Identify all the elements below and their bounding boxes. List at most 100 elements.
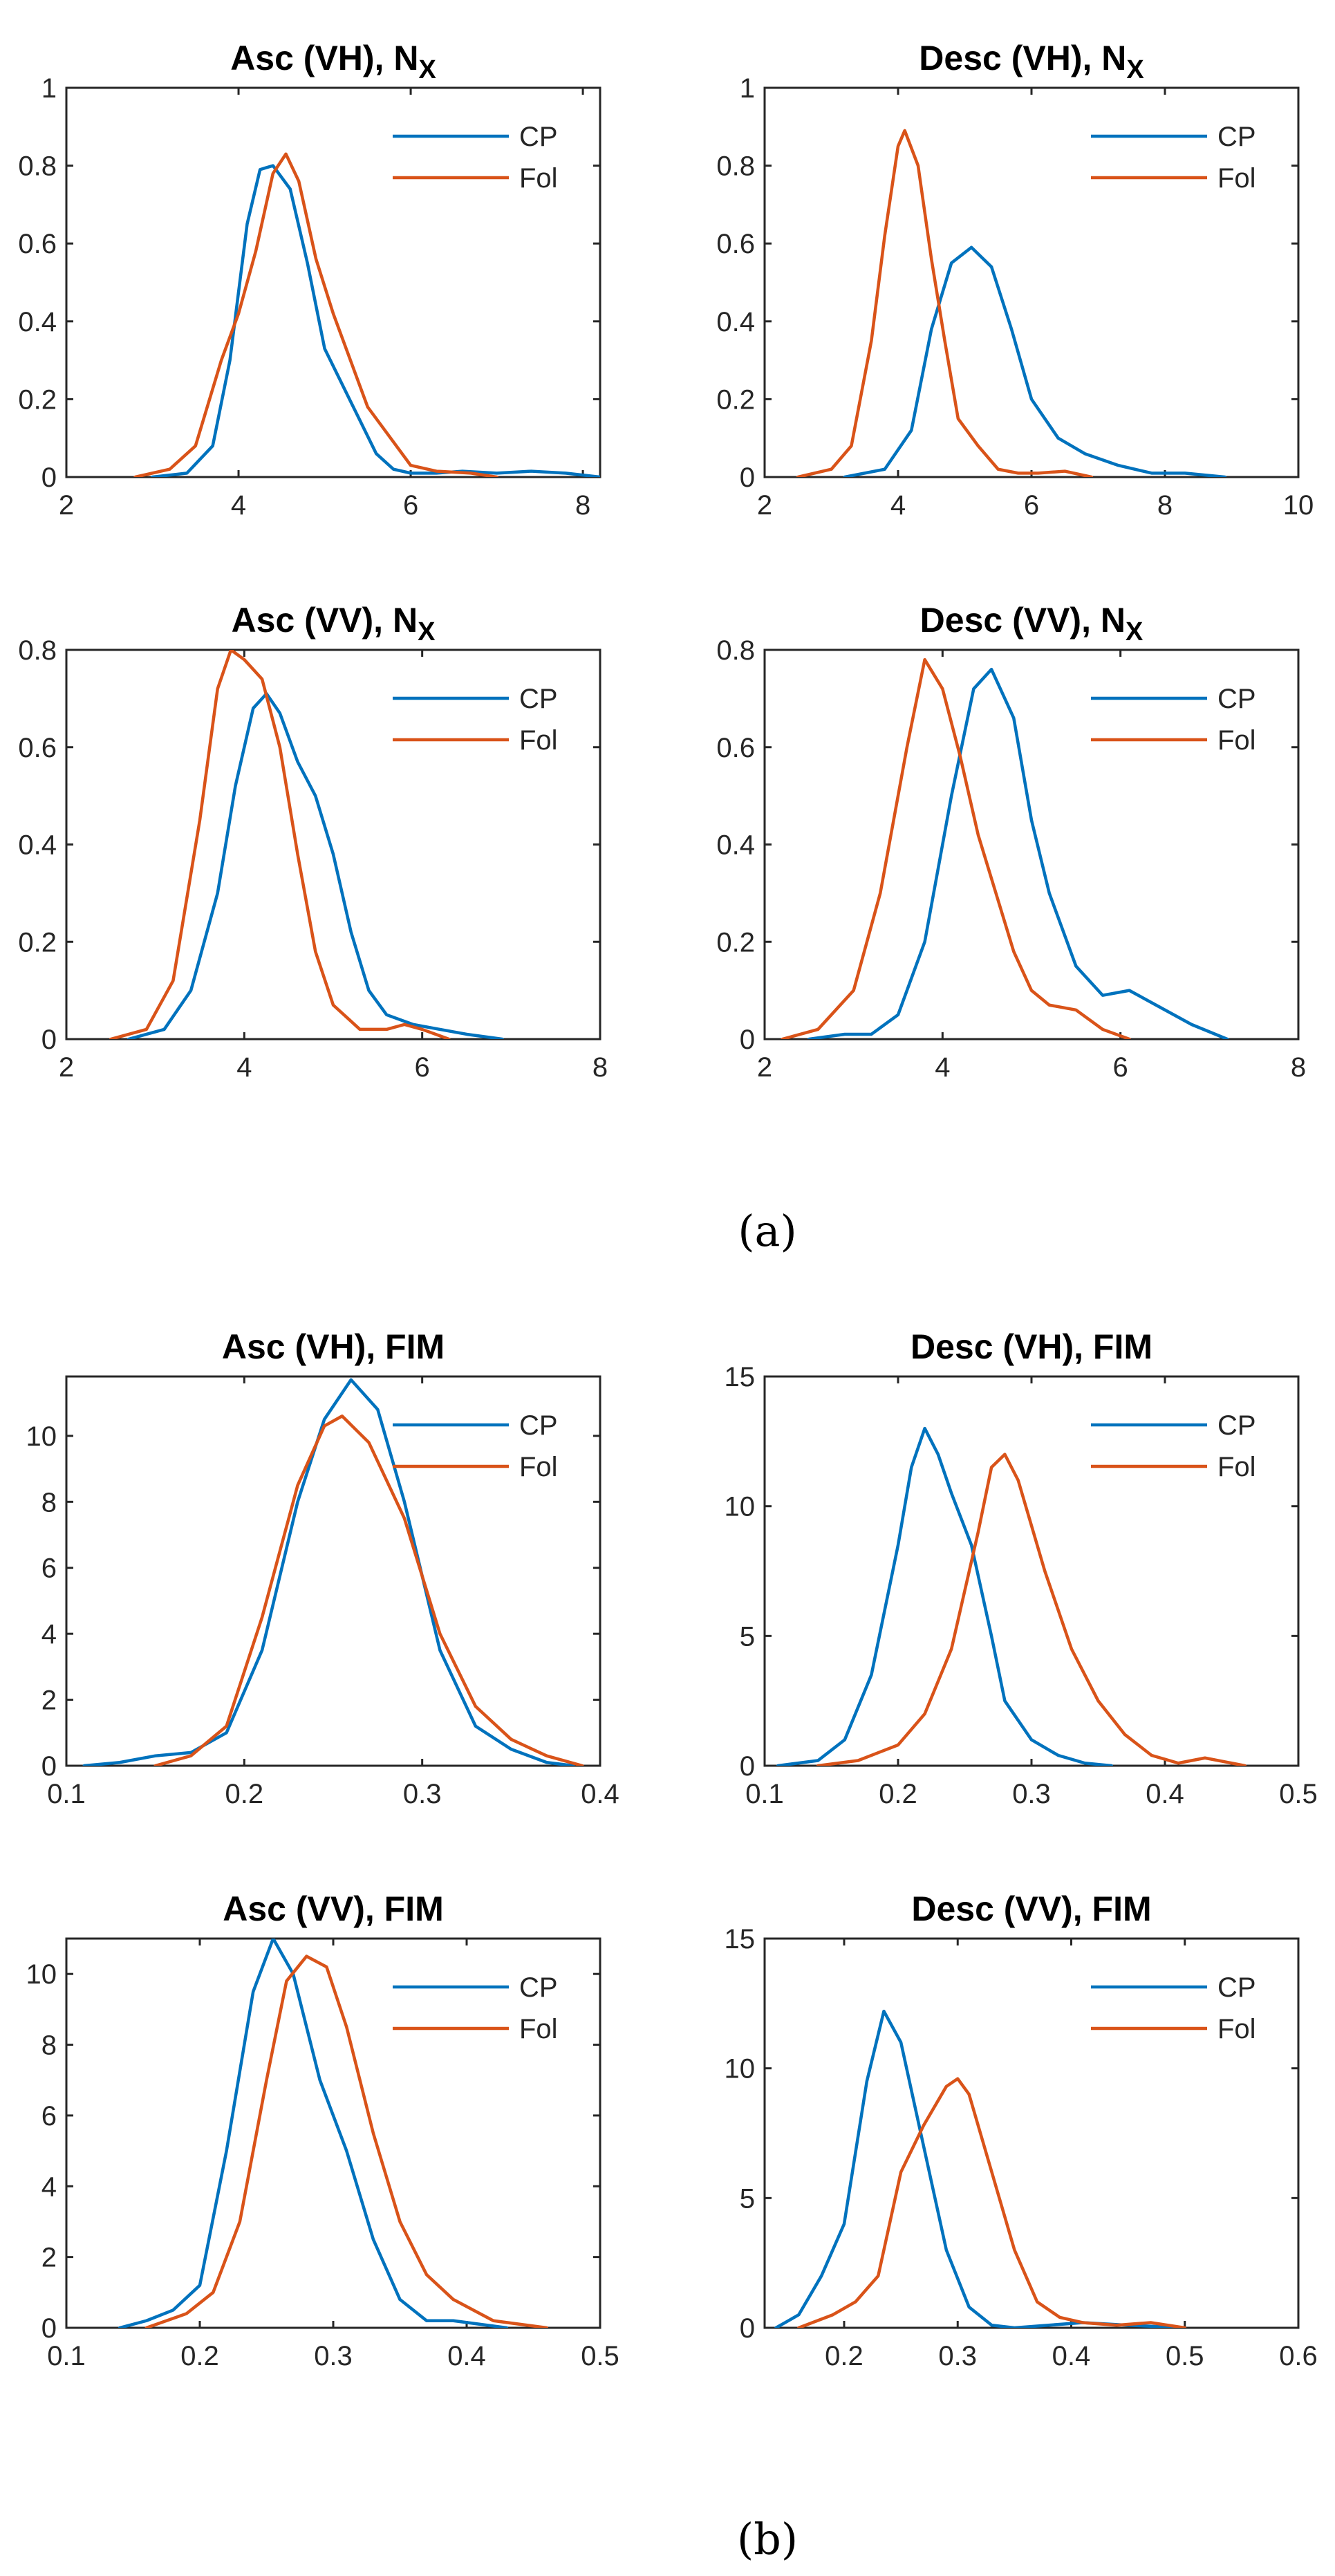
y-tick-label: 0: [41, 463, 57, 493]
series-line-fol: [781, 657, 1131, 1039]
x-tick-label: 4: [236, 1052, 252, 1083]
y-tick-label: 6: [41, 2101, 57, 2131]
panel-label-a: (a): [738, 1206, 796, 1256]
y-tick-label: 0.4: [18, 307, 57, 337]
chart-title: Desc (VV), NX: [920, 601, 1143, 646]
chart-3: Asc (VV), NX 2 4 6 8 0 0.2 0.4 0.6 0.8 CP Fol: [18, 601, 608, 1083]
y-tick-label: 0.2: [18, 384, 57, 415]
y-tick-label: 10: [26, 1421, 57, 1452]
chart-title-subscript: X: [418, 617, 436, 646]
x-tick-label: 0.3: [314, 2341, 353, 2371]
y-tick-label: 15: [725, 1924, 756, 1954]
legend: CP Fol: [1091, 122, 1256, 194]
chart-title-main: Asc (VV), FIM: [223, 1889, 443, 1928]
plot-area: [763, 86, 1300, 478]
chart-title: Desc (VV), FIM: [911, 1889, 1151, 1928]
chart-title: Asc (VV), NX: [232, 601, 436, 646]
series-line-fol: [133, 152, 498, 477]
legend-label-fol: Fol: [1217, 163, 1256, 194]
legend-label-fol: Fol: [1217, 1452, 1256, 1482]
y-tick-label: 5: [740, 1621, 755, 1652]
y-tick-label: 0: [41, 2313, 57, 2344]
series-line-fol: [153, 1415, 584, 1766]
x-tick-label: 2: [59, 1052, 74, 1083]
legend-label-cp: CP: [519, 122, 558, 152]
y-tick-label: 2: [41, 2243, 57, 2273]
y-tick-label: 10: [725, 2054, 756, 2084]
x-tick-label: 4: [890, 490, 906, 521]
legend: CP Fol: [1091, 1972, 1256, 2044]
y-tick-label: 15: [725, 1362, 756, 1392]
plot-area: [65, 1375, 601, 1767]
charts-group: Asc (VH), N X 2 4 6 8 0 0.2 0.4 0.6 0.8 1 CP Fol Desc …: [18, 39, 1317, 2371]
chart-title: Asc (VV), FIM: [223, 1889, 443, 1928]
legend-label-fol: Fol: [519, 1452, 558, 1482]
chart-title-main: Asc (VH), N: [230, 39, 418, 77]
y-tick-label: 1: [740, 73, 755, 104]
legend-label-cp: CP: [1217, 1410, 1256, 1441]
y-tick-label: 0.2: [716, 927, 755, 958]
x-tick-label: 0.2: [879, 1779, 917, 1809]
plot-area: [763, 1375, 1300, 1767]
x-tick-label: 10: [1283, 490, 1314, 521]
y-tick-label: 0: [740, 1025, 755, 1055]
x-tick-label: 0.2: [180, 2341, 219, 2371]
series-line-cp: [807, 667, 1229, 1039]
legend: CP Fol: [1091, 1410, 1256, 1482]
legend-label-fol: Fol: [1217, 2014, 1256, 2044]
legend: CP Fol: [1091, 684, 1256, 756]
x-tick-label: 2: [59, 490, 74, 521]
chart-2: Desc (VH), NX 2 4 6 8 10 0 0.2 0.4 0.6 0.8 1 CP Fol: [716, 39, 1314, 521]
y-tick-label: 0: [41, 1751, 57, 1782]
x-tick-label: 4: [231, 490, 246, 521]
x-tick-label: 2: [757, 1052, 772, 1083]
x-tick-label: 0.4: [447, 2341, 486, 2371]
y-tick-label: 0.4: [716, 307, 755, 337]
y-tick-label: 0.4: [716, 830, 755, 861]
y-tick-label: 0.6: [716, 229, 755, 259]
series-line-fol: [144, 1954, 549, 2328]
x-tick-label: 8: [575, 490, 590, 521]
x-tick-label: 8: [592, 1052, 608, 1083]
x-tick-label: 0.5: [581, 2341, 619, 2371]
chart-title: Desc (VH), FIM: [911, 1327, 1152, 1366]
x-tick-label: 0.4: [1146, 1779, 1184, 1809]
plot-area: [763, 648, 1300, 1040]
y-tick-label: 0: [41, 1025, 57, 1055]
legend-label-cp: CP: [519, 684, 558, 714]
chart-title-main: Asc (VV), N: [232, 601, 418, 640]
x-tick-label: 8: [1157, 490, 1173, 521]
legend-label-cp: CP: [519, 1972, 558, 2003]
x-tick-label: 6: [415, 1052, 430, 1083]
y-tick-label: 8: [41, 1487, 57, 1518]
y-tick-label: 1: [41, 73, 57, 104]
chart-8: Desc (VV), FIM 0.2 0.3 0.4 0.5 0.6 0 5 10 15 CP Fol: [725, 1889, 1318, 2371]
plot-area: [65, 648, 601, 1040]
legend-label-fol: Fol: [519, 163, 558, 194]
chart-title-main: Desc (VV), N: [920, 601, 1126, 640]
y-tick-label: 0: [740, 2313, 755, 2344]
chart-1: Asc (VH), NX 2 4 6 8 0 0.2 0.4 0.6 0.8 1 CP Fol: [18, 39, 601, 521]
chart-4: Desc (VV), NX 2 4 6 8 0 0.2 0.4 0.6 0.8 CP Fol: [716, 601, 1306, 1083]
x-tick-label: 0.3: [938, 2341, 977, 2371]
y-tick-label: 10: [725, 1492, 756, 1522]
series-line-fol: [109, 650, 451, 1039]
series-line-fol: [816, 1453, 1247, 1766]
x-tick-label: 0.5: [1279, 1779, 1318, 1809]
y-tick-label: 5: [740, 2183, 755, 2214]
legend-label-cp: CP: [1217, 122, 1256, 152]
chart-title-main: Asc (VH), FIM: [222, 1327, 445, 1366]
y-tick-label: 0.2: [18, 927, 57, 958]
x-tick-label: 0.1: [47, 2341, 86, 2371]
y-tick-label: 0.2: [716, 384, 755, 415]
y-tick-label: 2: [41, 1686, 57, 1716]
chart-5: Asc (VH), FIM 0.1 0.2 0.3 0.4 0 2 4 6 8 10 CP Fol: [26, 1327, 619, 1809]
legend-label-fol: Fol: [519, 725, 558, 756]
chart-title-main: Desc (VH), N: [919, 39, 1126, 77]
series-line-fol: [796, 129, 1094, 477]
y-tick-label: 0: [740, 1751, 755, 1782]
y-tick-label: 0.8: [716, 151, 755, 182]
x-tick-label: 0.3: [403, 1779, 442, 1809]
y-tick-label: 0.8: [716, 635, 755, 666]
chart-7: Asc (VV), FIM 0.1 0.2 0.3 0.4 0.5 0 2 4 6 8 10 CP Fol: [26, 1889, 619, 2371]
